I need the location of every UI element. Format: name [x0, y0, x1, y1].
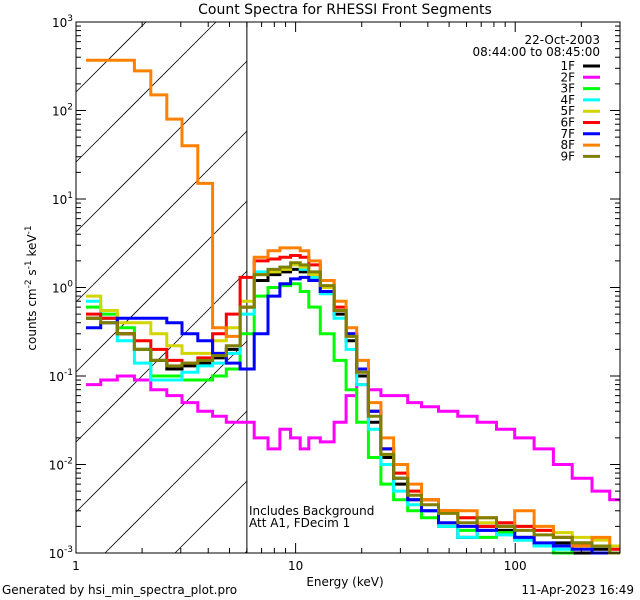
annotation-attenuator: Att A1, FDecim 1: [249, 516, 350, 530]
series-8F: [86, 58, 620, 555]
legend-label-8F: 8F: [560, 138, 575, 152]
legend-label-7F: 7F: [560, 127, 575, 141]
y-tick-label: 10-1: [49, 368, 73, 384]
plot-frame: [75, 21, 621, 554]
legend-label-3F: 3F: [560, 82, 575, 96]
date-label: 22-Oct-2003: [524, 33, 600, 47]
x-tick-label: 100: [504, 559, 527, 573]
generated-by-label: Generated by hsi_min_spectra_plot.pro: [2, 583, 237, 597]
y-tick-label: 103: [52, 14, 73, 30]
y-tick-label: 10-2: [49, 457, 73, 473]
legend-label-1F: 1F: [560, 59, 575, 73]
y-axis-label: counts cm-2 s-1 keV-1: [24, 225, 39, 350]
legend-label-5F: 5F: [560, 104, 575, 118]
annotation-background: Includes Background: [249, 504, 374, 518]
hatch-line: [75, 200, 248, 373]
legend-label-2F: 2F: [560, 70, 575, 84]
legend-label-6F: 6F: [560, 116, 575, 130]
time-range-label: 08:44:00 to 08:45:00: [473, 45, 600, 59]
series-group: [86, 58, 620, 555]
chart-title: Count Spectra for RHESSI Front Segments: [198, 2, 492, 18]
y-tick-label: 101: [52, 191, 73, 207]
y-tick-label: 102: [52, 103, 73, 119]
hatch-line: [104, 410, 248, 554]
legend-label-4F: 4F: [560, 93, 575, 107]
series-9F: [86, 261, 620, 555]
hatch-line: [75, 270, 248, 443]
axes: 1 10 100 10-3 10-2 10-1 100 101 102 103: [49, 14, 621, 573]
y-tick-label: 10-3: [49, 545, 73, 561]
timestamp-label: 11-Apr-2023 16:49: [521, 583, 634, 597]
hatched-region: [75, 21, 248, 554]
hatch-line: [75, 340, 248, 513]
hatch-line: [75, 21, 217, 163]
x-tick-label: 1: [72, 559, 80, 573]
series-3F: [86, 282, 620, 555]
x-tick-label: 10: [288, 559, 303, 573]
y-tick-label: 100: [52, 280, 73, 296]
series-2F: [86, 374, 620, 502]
x-axis-label: Energy (keV): [306, 575, 383, 589]
hatch-line: [75, 130, 248, 303]
hatch-line: [174, 480, 248, 554]
hatch-line: [75, 60, 248, 233]
legend-label-9F: 9F: [560, 149, 575, 163]
hatch-line: [75, 21, 147, 93]
